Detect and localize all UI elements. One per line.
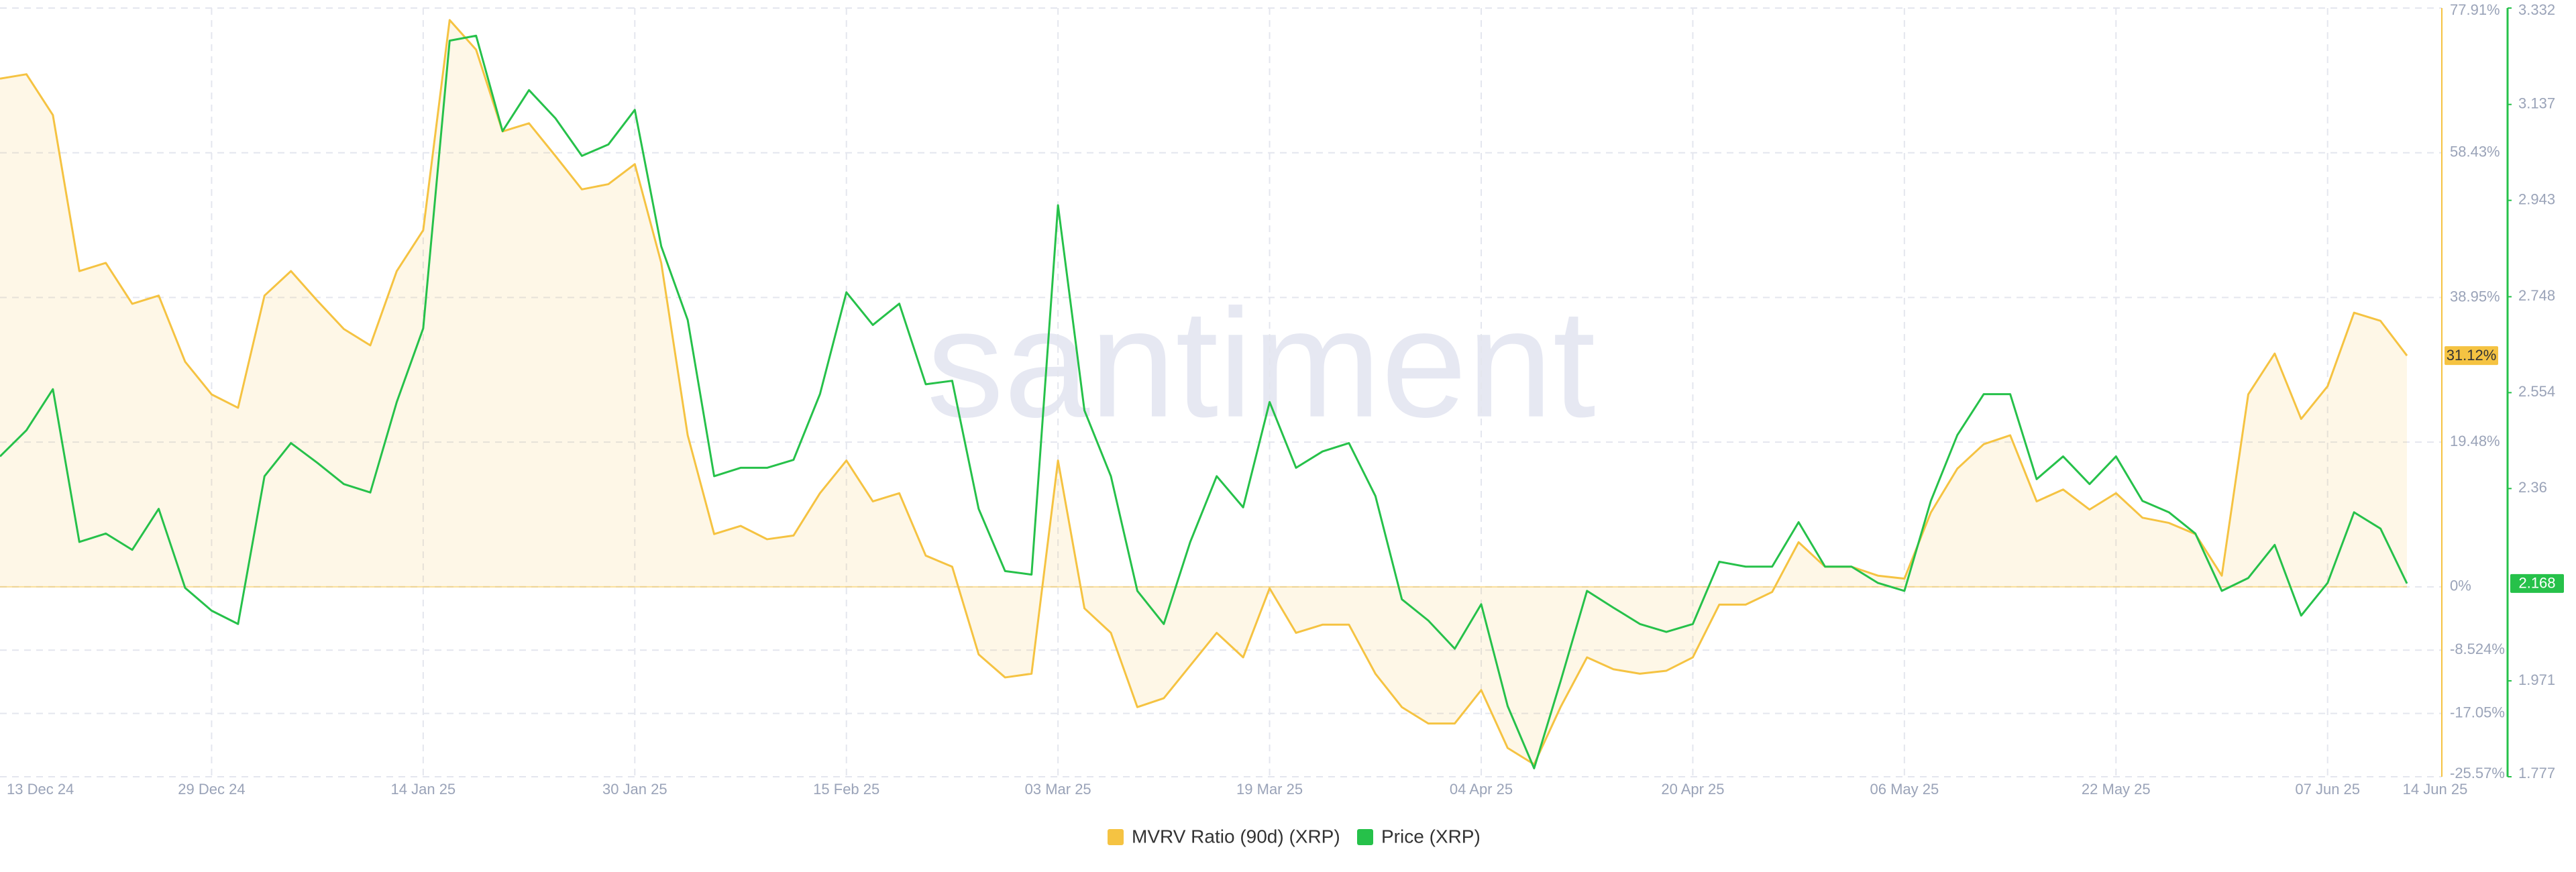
y2-tick-label: 3.332 [2518, 1, 2555, 18]
current-badge [2510, 574, 2564, 593]
x-tick-label: 14 Jun 25 [2403, 781, 2468, 798]
x-tick-label: 30 Jan 25 [602, 781, 667, 798]
y2-tick-label: 2.36 [2518, 479, 2547, 496]
current-badge [2445, 346, 2498, 366]
legend-label: MVRV Ratio (90d) (XRP) [1132, 826, 1340, 847]
y-tick-label: -25.57% [2450, 765, 2505, 781]
area [0, 19, 2407, 765]
series-line [0, 19, 2408, 766]
y-tick-label: 19.48% [2450, 433, 2500, 449]
y-tick-label: 38.95% [2450, 288, 2500, 305]
y-tick-label: -17.05% [2450, 704, 2505, 720]
x-tick-label: 14 Jan 25 [391, 781, 456, 798]
y-tick-label: -8.524% [2450, 641, 2505, 657]
y2-tick-label: 3.137 [2518, 95, 2555, 112]
x-tick-label: 04 Apr 25 [1450, 781, 1513, 798]
y-tick-label: 77.91% [2450, 1, 2500, 18]
y2-tick-label: 1.971 [2518, 671, 2555, 688]
y2-tick-label: 1.777 [2518, 765, 2555, 781]
current-label: 31.12% [2447, 347, 2497, 364]
legend-swatch [1108, 829, 1124, 845]
x-tick-label: 20 Apr 25 [1661, 781, 1724, 798]
legend-label: Price (XRP) [1381, 826, 1481, 847]
x-tick-label: 06 May 25 [1870, 781, 1939, 798]
x-tick-label: 15 Feb 25 [813, 781, 879, 798]
y2-tick-label: 2.943 [2518, 190, 2555, 207]
y-tick-label: 0% [2450, 578, 2471, 594]
x-tick-label: 07 Jun 25 [2295, 781, 2360, 798]
current-label: 2.168 [2518, 575, 2555, 592]
y2-tick-label: 2.748 [2518, 287, 2555, 304]
watermark: santiment [926, 277, 1595, 449]
x-tick-label: 13 Dec 24 [7, 781, 74, 798]
y-tick-label: 58.43% [2450, 144, 2500, 160]
legend-swatch [1357, 829, 1373, 845]
series-line [0, 34, 2408, 769]
x-tick-label: 22 May 25 [2082, 781, 2151, 798]
x-tick-label: 19 Mar 25 [1236, 781, 1303, 798]
x-tick-label: 29 Dec 24 [178, 781, 245, 798]
y2-tick-label: 2.554 [2518, 383, 2555, 400]
x-tick-label: 03 Mar 25 [1025, 781, 1091, 798]
